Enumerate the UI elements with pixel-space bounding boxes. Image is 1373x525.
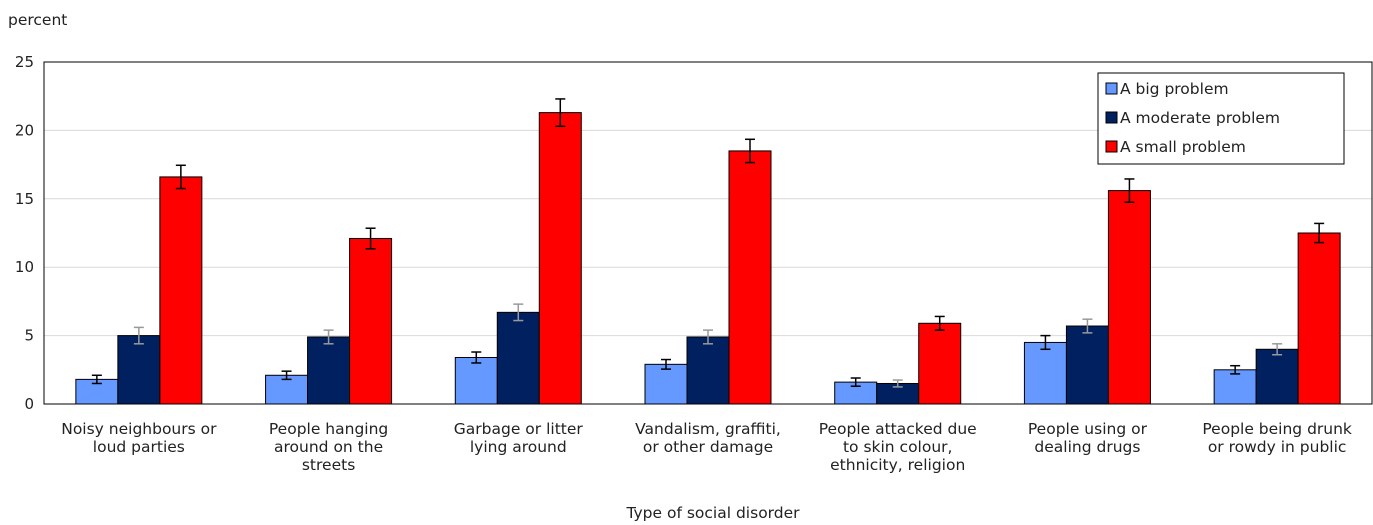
error-bar — [1314, 222, 1325, 244]
x-category-label-line: Garbage or litter — [454, 420, 584, 438]
x-category-label-line: around on the — [274, 438, 383, 456]
x-category-label-line: or other damage — [643, 438, 773, 456]
x-category-label-line: streets — [302, 456, 355, 474]
bar-big-problem — [1023, 341, 1067, 405]
x-category-label-line: Vandalism, graffiti, — [635, 420, 781, 438]
error-bar — [323, 329, 334, 345]
error-bar — [661, 358, 671, 370]
error-bar — [892, 379, 903, 388]
error-bar — [1272, 343, 1283, 356]
x-category-label: Garbage or litter lying around — [454, 420, 584, 456]
bars — [75, 112, 1341, 405]
bar-big-problem — [644, 363, 688, 405]
y-axis-label: percent — [8, 11, 67, 29]
error-bar — [91, 374, 102, 385]
error-bar — [365, 227, 376, 250]
y-tick-label: 20 — [15, 121, 34, 139]
error-bar — [850, 377, 861, 387]
bar-moderate-problem — [686, 336, 730, 405]
y-tick-label: 10 — [15, 258, 34, 276]
x-category-label-line: dealing drugs — [1034, 438, 1140, 456]
error-bar — [1082, 318, 1093, 334]
bar-moderate-problem — [1065, 325, 1109, 405]
bar-moderate-problem — [307, 336, 351, 405]
x-category-label-line: People using or — [1028, 420, 1148, 438]
error-bar — [1040, 334, 1051, 351]
x-category-label-line: ethnicity, religion — [830, 456, 965, 474]
x-category-label: Noisy neighbours or loud parties — [61, 420, 217, 456]
bar-big-problem — [454, 356, 498, 405]
bar-big-problem — [1213, 369, 1257, 405]
x-category-label: People using or dealing drugs — [1028, 420, 1148, 456]
y-tick-label: 15 — [15, 190, 34, 208]
error-bars — [91, 98, 1325, 388]
bar-small-problem — [1297, 232, 1341, 405]
bar-moderate-problem — [1255, 348, 1299, 405]
legend-swatch — [1105, 140, 1118, 153]
x-category-label-line: to skin colour, — [843, 438, 953, 456]
bar-small-problem — [538, 112, 582, 405]
x-axis-label: Type of social disorder — [625, 504, 800, 522]
x-category-label: Vandalism, graffiti, or other damage — [635, 420, 781, 456]
x-category-label-line: lying around — [470, 438, 567, 456]
error-bar — [281, 370, 292, 381]
legend-label: A small problem — [1120, 138, 1246, 156]
y-tick-label: 25 — [15, 53, 34, 71]
bar-small-problem — [1107, 190, 1151, 405]
plot-area-frame — [43, 61, 1373, 405]
legend-label: A big problem — [1120, 80, 1229, 98]
error-bar — [934, 315, 945, 331]
bar-small-problem — [918, 322, 962, 405]
legend-swatch — [1105, 111, 1118, 124]
x-category-label-line: People being drunk — [1202, 420, 1352, 438]
error-bar — [1230, 364, 1241, 375]
bar-small-problem — [728, 150, 772, 405]
legend-swatch — [1105, 82, 1118, 95]
error-bar — [175, 164, 186, 190]
x-category-label: People hanging around on the streets — [269, 420, 388, 474]
x-category-label-line: People attacked due — [819, 420, 977, 438]
legend-label: A moderate problem — [1120, 109, 1280, 127]
x-category-label-line: loud parties — [93, 438, 185, 456]
bar-small-problem — [349, 237, 393, 405]
y-axis-ticks: 0 5 10 15 20 25 — [15, 53, 34, 413]
bar-moderate-problem — [117, 335, 161, 405]
x-axis-categories: Noisy neighbours or loud parties People ha… — [61, 420, 1352, 474]
bar-moderate-problem — [496, 311, 540, 405]
bar-small-problem — [159, 176, 203, 405]
y-tick-label: 5 — [24, 327, 34, 345]
error-bar — [513, 303, 524, 322]
error-bar — [745, 138, 755, 164]
legend-box — [1097, 72, 1345, 165]
legend: A big problem A moderate problem A small p… — [1097, 72, 1345, 165]
x-category-label-line: or rowdy in public — [1208, 438, 1347, 456]
error-bar — [1124, 178, 1135, 203]
error-bar — [555, 98, 566, 128]
error-bar — [703, 329, 713, 345]
x-category-label-line: People hanging — [269, 420, 388, 438]
x-category-label: People being drunk or rowdy in public — [1202, 420, 1352, 456]
error-bar — [133, 326, 144, 345]
x-category-label-line: Noisy neighbours or — [61, 420, 217, 438]
x-category-label: People attacked due to skin colour, ethnic… — [819, 420, 977, 474]
error-bar — [471, 351, 482, 364]
y-tick-label: 0 — [24, 395, 34, 413]
